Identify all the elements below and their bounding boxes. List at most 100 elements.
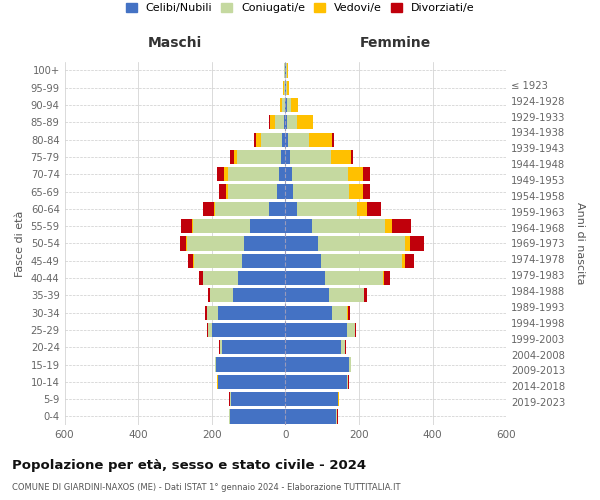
Bar xyxy=(329,288,364,302)
Bar xyxy=(286,202,297,216)
Bar xyxy=(286,410,336,424)
Bar xyxy=(286,184,293,198)
Bar xyxy=(208,288,210,302)
Bar xyxy=(297,202,357,216)
Bar xyxy=(208,306,218,320)
Bar xyxy=(219,184,226,198)
Bar xyxy=(347,306,348,320)
Bar xyxy=(406,236,410,250)
Bar xyxy=(234,150,237,164)
Bar xyxy=(281,98,284,112)
Bar xyxy=(186,236,187,250)
Bar xyxy=(212,323,286,337)
Bar xyxy=(286,254,322,268)
Bar xyxy=(193,219,250,234)
Bar xyxy=(325,271,383,285)
Bar xyxy=(286,98,287,112)
Bar xyxy=(286,323,347,337)
Text: Femmine: Femmine xyxy=(360,36,431,50)
Bar xyxy=(286,236,318,250)
Bar xyxy=(244,236,286,250)
Bar xyxy=(286,306,332,320)
Bar xyxy=(231,392,286,406)
Bar xyxy=(287,116,297,130)
Bar xyxy=(283,132,286,147)
Bar xyxy=(286,288,329,302)
Y-axis label: Fasce di età: Fasce di età xyxy=(15,210,25,276)
Bar xyxy=(205,306,207,320)
Bar xyxy=(279,167,286,182)
Bar xyxy=(280,98,281,112)
Bar xyxy=(364,167,370,182)
Bar xyxy=(364,288,367,302)
Bar xyxy=(206,323,208,337)
Bar xyxy=(286,64,287,78)
Bar xyxy=(286,271,325,285)
Bar xyxy=(192,219,193,234)
Bar xyxy=(367,202,381,216)
Bar xyxy=(237,150,281,164)
Bar xyxy=(220,340,222,354)
Bar xyxy=(336,410,337,424)
Bar xyxy=(199,271,203,285)
Bar xyxy=(203,202,214,216)
Bar xyxy=(242,254,286,268)
Bar xyxy=(286,132,288,147)
Bar xyxy=(287,98,291,112)
Bar xyxy=(312,219,385,234)
Bar xyxy=(277,184,286,198)
Bar xyxy=(284,116,286,130)
Bar xyxy=(208,323,212,337)
Bar xyxy=(385,219,392,234)
Bar xyxy=(233,288,286,302)
Bar xyxy=(215,358,216,372)
Bar xyxy=(290,150,331,164)
Bar xyxy=(291,98,298,112)
Bar xyxy=(404,254,414,268)
Bar xyxy=(283,80,284,95)
Bar xyxy=(347,375,348,389)
Bar xyxy=(286,116,287,130)
Bar xyxy=(286,150,290,164)
Bar xyxy=(217,167,224,182)
Bar xyxy=(293,184,349,198)
Bar xyxy=(332,306,347,320)
Bar xyxy=(218,375,286,389)
Bar xyxy=(230,410,286,424)
Text: Popolazione per età, sesso e stato civile - 2024: Popolazione per età, sesso e stato civil… xyxy=(12,460,366,472)
Bar xyxy=(203,271,238,285)
Bar xyxy=(188,254,193,268)
Bar xyxy=(219,340,220,354)
Bar xyxy=(254,132,256,147)
Bar xyxy=(227,184,277,198)
Bar xyxy=(286,219,312,234)
Bar xyxy=(286,358,349,372)
Bar xyxy=(350,150,353,164)
Bar xyxy=(210,288,233,302)
Bar xyxy=(229,410,230,424)
Text: COMUNE DI GIARDINI-NAXOS (ME) - Dati ISTAT 1° gennaio 2024 - Elaborazione TUTTIT: COMUNE DI GIARDINI-NAXOS (ME) - Dati IST… xyxy=(12,484,401,492)
Bar xyxy=(286,340,341,354)
Bar xyxy=(181,236,186,250)
Bar xyxy=(383,271,385,285)
Y-axis label: Anni di nascita: Anni di nascita xyxy=(575,202,585,284)
Bar xyxy=(322,254,401,268)
Text: Maschi: Maschi xyxy=(148,36,202,50)
Bar xyxy=(216,358,286,372)
Bar xyxy=(348,167,364,182)
Bar xyxy=(215,202,269,216)
Bar xyxy=(250,219,286,234)
Bar xyxy=(284,80,285,95)
Bar xyxy=(218,306,286,320)
Bar xyxy=(224,167,228,182)
Bar xyxy=(357,202,367,216)
Bar xyxy=(261,132,283,147)
Bar xyxy=(349,358,350,372)
Bar xyxy=(401,254,404,268)
Bar xyxy=(230,150,234,164)
Bar xyxy=(230,392,231,406)
Bar xyxy=(347,323,355,337)
Bar xyxy=(214,202,215,216)
Bar xyxy=(286,80,287,95)
Bar xyxy=(332,132,334,147)
